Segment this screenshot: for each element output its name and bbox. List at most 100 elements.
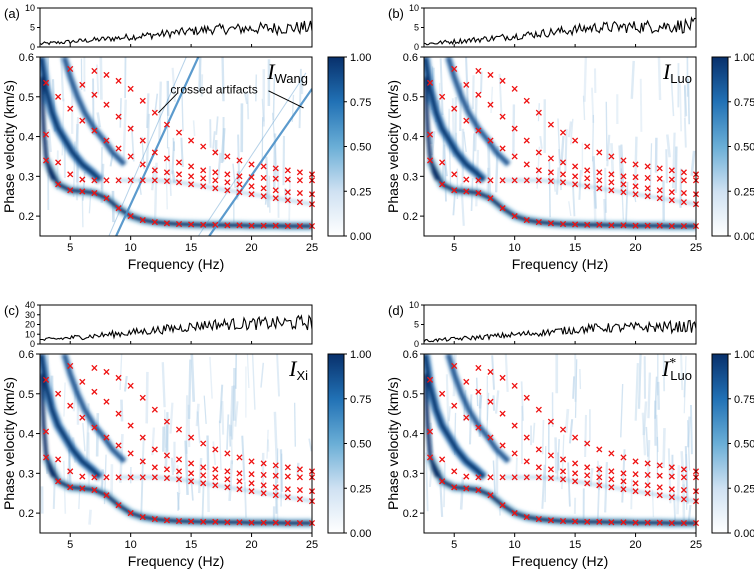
marker-fourth-higher bbox=[559, 129, 567, 136]
marker-second-higher bbox=[499, 145, 506, 152]
marker-fourth-higher bbox=[680, 169, 687, 176]
heatmap-texture bbox=[690, 404, 693, 455]
heatmap-texture bbox=[465, 57, 469, 108]
marker-second-higher bbox=[67, 402, 74, 409]
heatmap-texture bbox=[273, 142, 278, 178]
marker-fundamental bbox=[212, 518, 219, 525]
marker-third-higher bbox=[188, 460, 195, 467]
heatmap-texture bbox=[568, 201, 572, 217]
amplitude-ytick-label: 0 bbox=[414, 42, 419, 52]
marker-first-higher bbox=[620, 189, 627, 196]
marker-fundamental bbox=[260, 519, 267, 526]
amplitude-ytick-label: 10 bbox=[409, 300, 419, 310]
marker-fourth-higher bbox=[596, 149, 603, 156]
marker-third-higher bbox=[644, 174, 651, 181]
heatmap-texture bbox=[610, 143, 615, 176]
heatmap-texture bbox=[243, 91, 249, 105]
marker-fundamental bbox=[596, 518, 603, 525]
marker-fourth-higher bbox=[200, 143, 207, 150]
marker-third-higher bbox=[451, 65, 458, 72]
marker-fourth-higher bbox=[260, 460, 267, 467]
marker-first-higher bbox=[79, 176, 86, 183]
xtick-label: 20 bbox=[629, 242, 641, 254]
xtick-label: 5 bbox=[451, 242, 457, 254]
marker-first-higher bbox=[584, 480, 591, 487]
heatmap-texture bbox=[656, 381, 660, 410]
marker-first-higher bbox=[284, 197, 291, 204]
heatmap-texture bbox=[212, 441, 217, 466]
marker-second-higher bbox=[248, 183, 255, 190]
heatmap-texture bbox=[122, 99, 127, 159]
marker-first-higher bbox=[644, 193, 651, 200]
heatmap-texture bbox=[180, 137, 184, 168]
colorbar bbox=[327, 353, 345, 534]
marker-third-higher bbox=[559, 159, 567, 166]
marker-second-higher bbox=[151, 464, 158, 471]
marker-third-higher bbox=[572, 460, 579, 467]
heatmap-texture bbox=[230, 425, 233, 465]
heatmap-texture bbox=[217, 152, 222, 179]
marker-second-higher bbox=[620, 181, 627, 188]
heatmap-background bbox=[40, 57, 312, 236]
marker-fourth-higher bbox=[139, 394, 146, 401]
ridge-branch-1-core bbox=[40, 57, 102, 182]
marker-first-higher bbox=[296, 199, 303, 206]
heatmap-texture bbox=[219, 384, 224, 424]
marker-first-higher bbox=[115, 474, 122, 481]
ytick-label: 0.6 bbox=[403, 52, 418, 64]
marker-second-higher bbox=[260, 482, 267, 489]
marker-third-higher bbox=[79, 81, 86, 88]
marker-fourth-higher bbox=[644, 460, 651, 467]
heatmap-texture bbox=[676, 465, 681, 515]
marker-fourth-higher bbox=[511, 382, 518, 389]
marker-fundamental bbox=[608, 222, 615, 229]
xtick-label: 5 bbox=[67, 539, 73, 551]
marker-first-higher bbox=[680, 496, 687, 503]
xtick-label: 10 bbox=[125, 242, 137, 254]
heatmap-texture bbox=[120, 399, 124, 422]
marker-fundamental bbox=[151, 516, 158, 523]
marker-first-higher bbox=[668, 494, 675, 501]
marker-third-higher bbox=[608, 468, 615, 475]
heatmap-texture bbox=[192, 120, 196, 137]
marker-third-higher bbox=[487, 398, 494, 405]
marker-first-higher bbox=[200, 183, 207, 190]
heatmap-texture bbox=[541, 419, 545, 455]
heatmap-texture bbox=[649, 143, 653, 198]
xtick-label: 20 bbox=[245, 539, 257, 551]
heatmap-texture bbox=[641, 412, 647, 456]
heatmap-texture bbox=[88, 509, 92, 525]
marker-second-higher bbox=[200, 175, 207, 182]
marker-fourth-higher bbox=[656, 462, 663, 469]
colorbar-tick-label: 0.25 bbox=[350, 186, 371, 198]
marker-third-higher bbox=[632, 471, 639, 478]
xtick-label: 5 bbox=[451, 539, 457, 551]
marker-fundamental bbox=[632, 222, 639, 229]
marker-fundamental bbox=[224, 519, 231, 526]
marker-fundamental bbox=[151, 219, 158, 226]
heatmap-texture bbox=[662, 428, 666, 468]
marker-second-higher bbox=[596, 474, 603, 481]
marker-second-higher bbox=[55, 390, 62, 397]
heatmap-texture bbox=[241, 435, 246, 481]
marker-first-higher bbox=[487, 474, 494, 481]
marker-fourth-higher bbox=[91, 364, 98, 371]
marker-third-higher bbox=[67, 362, 74, 369]
marker-second-higher bbox=[511, 450, 518, 457]
xtick-label: 10 bbox=[125, 539, 137, 551]
heatmap-texture bbox=[583, 57, 588, 102]
marker-fundamental bbox=[680, 519, 687, 527]
marker-second-higher bbox=[547, 466, 554, 473]
heatmap-texture bbox=[294, 402, 296, 447]
marker-fundamental bbox=[426, 454, 434, 461]
marker-fundamental bbox=[668, 519, 675, 527]
y-axis-label: Phase velocity (km/s) bbox=[1, 377, 17, 510]
marker-fundamental bbox=[668, 222, 675, 230]
heatmap-texture bbox=[662, 354, 666, 392]
marker-first-higher bbox=[572, 478, 579, 485]
ytick-label: 0.2 bbox=[19, 211, 34, 223]
heatmap-texture bbox=[61, 98, 65, 156]
marker-first-higher bbox=[523, 177, 530, 184]
marker-first-higher bbox=[656, 195, 663, 202]
marker-second-higher bbox=[451, 402, 458, 409]
